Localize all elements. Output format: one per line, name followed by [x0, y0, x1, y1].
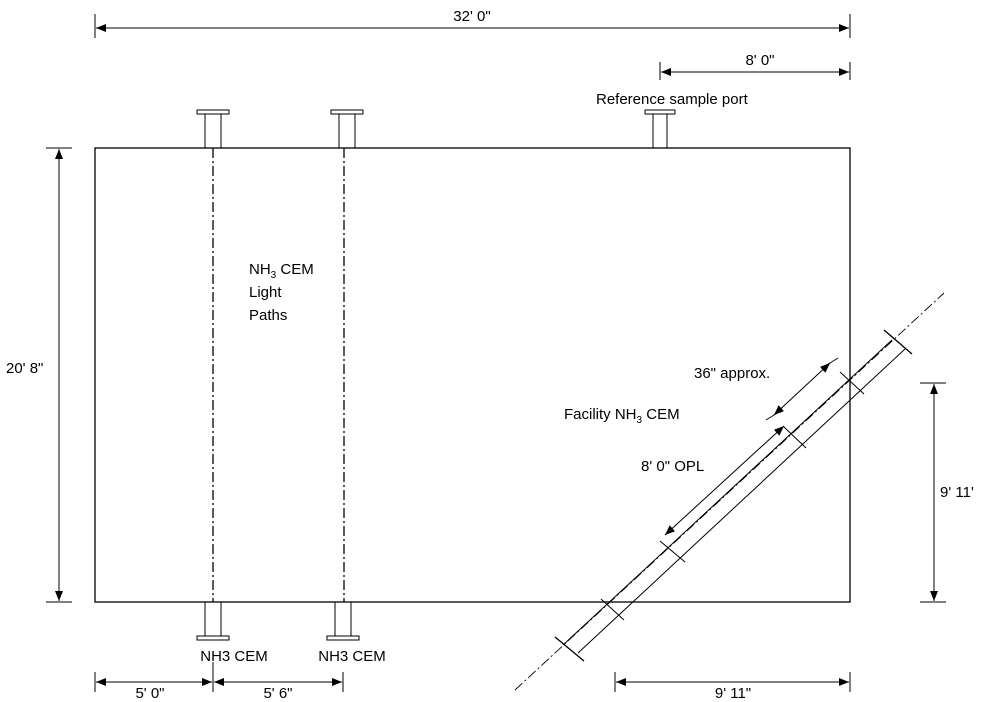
light-paths-label-line3: Paths — [249, 307, 287, 324]
left-height-dimension-label: 20' 8" — [6, 360, 43, 377]
approx-dimension — [765, 357, 839, 421]
right-height-dimension-label: 9' 11' — [940, 484, 974, 501]
top-port-right — [330, 109, 364, 149]
top-overall-dimension-label: 32' 0" — [453, 8, 490, 25]
bottom-left-dimension: 5' 0" — [94, 662, 214, 702]
bottom-port-right — [326, 601, 360, 641]
top-port-left — [196, 109, 230, 149]
facility-cem-label: Facility NH3 CEM — [564, 406, 680, 426]
light-paths-label-line2: Light — [249, 284, 282, 301]
reference-sample-port — [644, 109, 676, 149]
approx-dimension-label: 36" approx. — [694, 365, 770, 382]
opl-label: 8' 0" OPL — [641, 458, 704, 475]
facility-cem-assembly — [514, 292, 945, 691]
bottom-middle-dimension: 5' 6" — [214, 672, 344, 702]
left-height-dimension: 20' 8" — [6, 147, 72, 603]
top-overall-dimension: 32' 0" — [94, 8, 851, 38]
bottom-right-dimension: 9' 11" — [614, 672, 851, 702]
reference-offset-dimension-label: 8' 0" — [745, 52, 774, 69]
opl-dimension-arrow — [664, 425, 785, 536]
cem-right-label: NH3 CEM — [318, 648, 386, 665]
bottom-left-dimension-label: 5' 0" — [135, 685, 164, 702]
right-height-dimension: 9' 11' — [920, 382, 974, 603]
reference-offset-dimension: 8' 0" — [659, 52, 851, 80]
bottom-middle-dimension-label: 5' 6" — [263, 685, 292, 702]
bottom-port-left — [196, 601, 230, 641]
light-paths-label-line1: NH3 CEM — [249, 261, 314, 281]
reference-sample-port-label: Reference sample port — [596, 91, 749, 108]
bottom-right-dimension-label: 9' 11" — [715, 685, 751, 702]
cem-left-label: NH3 CEM — [200, 648, 268, 665]
duct-outline — [94, 147, 851, 603]
